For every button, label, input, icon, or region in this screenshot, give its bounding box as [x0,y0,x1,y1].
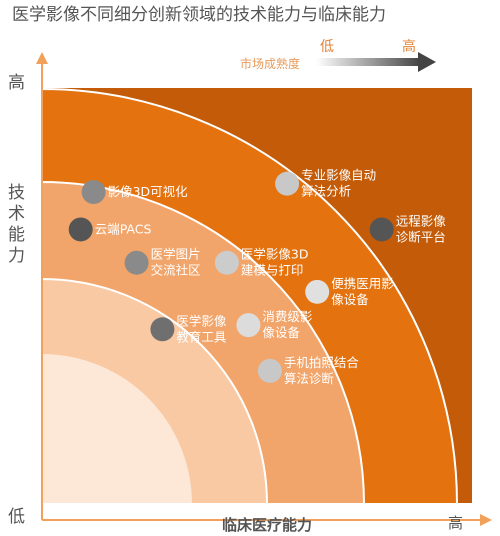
data-point-label-5: 专业影像自动算法分析 [301,168,376,199]
chart-title: 医学影像不同细分创新领域的技术能力与临床能力 [12,5,386,25]
legend-low-label: 低 [320,39,334,55]
data-point-label-9: 消费级影像设备 [262,309,313,340]
y-axis-label: 技术能力 [8,183,25,266]
data-point-7 [305,279,330,304]
y-axis-arrow-icon [36,52,48,64]
x-axis-label: 临床医疗能力 [222,516,312,534]
data-point-2 [68,217,93,242]
data-point-5 [275,171,300,196]
legend-gradient-bar [316,58,420,66]
data-point-10 [257,358,282,383]
x-axis-low-label: 低 [8,507,25,527]
y-axis-high-label: 高 [8,73,25,93]
maturity-legend: 市场成熟度 低 高 [240,38,436,72]
data-point-label-7: 便携医用影像设备 [331,276,394,307]
data-point-label-3: 医学图片交流社区 [151,247,201,278]
legend-high-label: 高 [402,38,416,55]
data-point-label-4: 医学影像3D 建模与打印 [241,247,309,278]
data-point-3 [124,250,149,275]
x-axis-high-label: 高 [448,514,463,532]
data-point-9 [236,313,261,338]
data-point-label-8: 医学影像教育工具 [176,313,227,344]
legend-label: 市场成熟度 [240,56,300,71]
data-point-label-10: 手机拍照结合算法诊断 [284,355,360,386]
data-point-8 [150,317,175,342]
plot-regions [41,87,472,505]
data-point-4 [214,250,239,275]
data-point-label-1: 影像3D可视化 [108,184,189,199]
maturity-region-inner [42,354,192,504]
data-point-label-6: 远程影像诊断平台 [396,213,447,244]
axes [36,52,492,526]
data-point-6 [369,217,394,242]
data-point-1 [81,180,106,204]
data-point-label-2: 云端PACS [95,221,152,236]
x-axis-arrow-icon [480,514,492,526]
legend-arrow-icon [418,52,436,72]
